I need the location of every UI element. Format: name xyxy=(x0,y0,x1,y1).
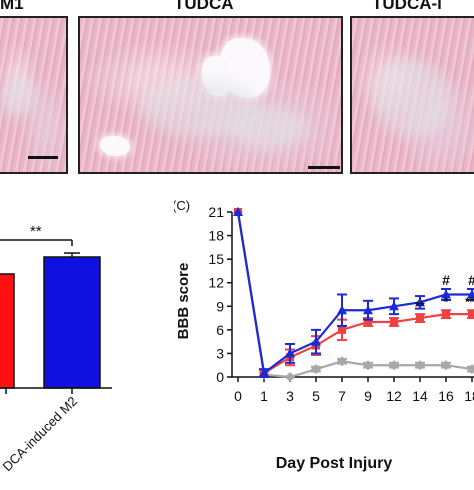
data-point xyxy=(285,348,295,358)
series-line xyxy=(236,211,474,376)
histology-image-m1 xyxy=(0,16,68,174)
histology-image-tudca-induced xyxy=(350,16,474,174)
scale-bar xyxy=(308,166,340,169)
scale-bar xyxy=(28,156,58,159)
y-tick-label: 18 xyxy=(208,228,224,244)
data-point xyxy=(389,301,399,311)
data-point xyxy=(441,289,451,299)
x-axis-label: Day Post Injury xyxy=(276,455,393,472)
sig-label: ** xyxy=(30,223,42,240)
data-point xyxy=(364,318,372,326)
data-point xyxy=(311,364,321,375)
data-point xyxy=(285,372,295,382)
data-point xyxy=(259,368,269,378)
data-point xyxy=(467,364,474,375)
x-tick-label: 1 xyxy=(260,388,268,404)
y-tick-label: 0 xyxy=(216,369,224,385)
y-tick-label: 9 xyxy=(216,298,224,314)
bar-chart: ** DCA-induced M2 xyxy=(0,223,112,474)
x-tick-label: 18 xyxy=(464,388,474,404)
data-point xyxy=(415,360,425,371)
significance-annotation: *** xyxy=(465,295,474,309)
x-tick-label: 12 xyxy=(386,388,402,404)
data-point xyxy=(416,314,424,323)
bbb-line-chart: (C) BBB score Day Post Injury 0369121518… xyxy=(174,198,474,472)
x-tick-label: 16 xyxy=(438,388,454,404)
data-point xyxy=(363,360,373,371)
x-tick-label: 9 xyxy=(364,388,372,404)
x-tick-label: 5 xyxy=(312,388,320,404)
x-tick-label: 14 xyxy=(412,388,428,404)
y-tick-label: 12 xyxy=(208,275,224,291)
data-point xyxy=(442,310,450,319)
x-tick-label: 0 xyxy=(234,388,242,404)
significance-annotation: # xyxy=(442,272,450,288)
title-tudca: TUDCA xyxy=(174,0,234,13)
title-m1: M1 xyxy=(0,0,24,13)
title-tudca-induced: TUDCA-i xyxy=(372,0,442,13)
data-point xyxy=(415,297,425,307)
data-point xyxy=(233,207,243,216)
y-tick-label: 15 xyxy=(208,251,224,267)
bar-blue xyxy=(43,256,101,389)
x-tick-label: 7 xyxy=(338,388,346,404)
data-point xyxy=(467,289,474,299)
bar-red xyxy=(0,273,15,389)
significance-annotation: ** xyxy=(415,299,425,313)
bar-category-label: DCA-induced M2 xyxy=(0,394,80,474)
x-tick-label: 3 xyxy=(286,388,294,404)
panel-c-label: (C) xyxy=(174,198,190,213)
histology-image-tudca xyxy=(78,16,343,174)
data-point xyxy=(337,356,347,367)
significance-annotation: * xyxy=(444,295,449,309)
data-point xyxy=(468,310,474,319)
data-point xyxy=(363,305,373,315)
data-point xyxy=(338,325,346,334)
significance-annotation: # xyxy=(468,272,474,288)
series-line xyxy=(236,211,474,375)
data-point xyxy=(389,360,399,371)
series-line xyxy=(236,211,474,379)
data-point xyxy=(337,305,347,315)
y-tick-label: 3 xyxy=(216,345,224,361)
data-point xyxy=(441,360,451,371)
y-tick-label: 6 xyxy=(216,322,224,338)
y-axis-label: BBB score xyxy=(175,263,192,340)
data-point xyxy=(311,336,321,346)
data-point xyxy=(390,318,398,326)
y-tick-label: 21 xyxy=(208,204,224,220)
